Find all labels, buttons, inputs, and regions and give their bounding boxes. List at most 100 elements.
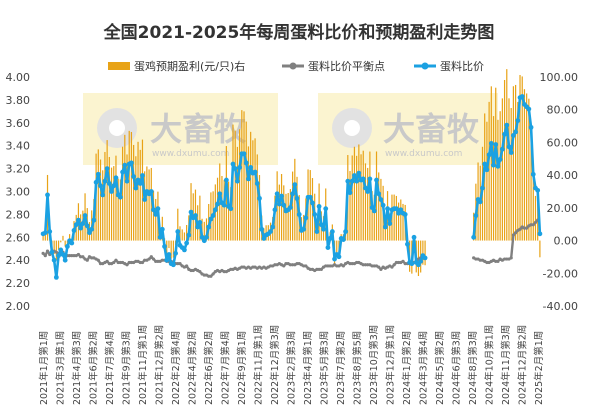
breakeven-point bbox=[372, 264, 376, 268]
ratio-point bbox=[486, 152, 492, 158]
ratio-point bbox=[162, 244, 167, 249]
ratio-point bbox=[98, 183, 103, 189]
legend-label-ratio: 蛋料比价 bbox=[440, 59, 484, 73]
x-tick-label: 2025年2月第1周 bbox=[533, 331, 545, 405]
breakeven-point bbox=[176, 262, 180, 266]
ratio-point bbox=[327, 236, 333, 241]
profit-bar bbox=[177, 208, 179, 241]
ratio-point bbox=[506, 144, 512, 150]
ratio-point bbox=[237, 165, 243, 170]
ratio-point bbox=[78, 225, 84, 231]
ratio-point bbox=[360, 176, 366, 182]
breakeven-point bbox=[154, 259, 158, 263]
profit-bar bbox=[221, 176, 223, 241]
ratio-point bbox=[122, 162, 128, 168]
ratio-point bbox=[232, 166, 238, 172]
profit-bar bbox=[497, 119, 499, 241]
profit-bar bbox=[124, 134, 126, 241]
breakeven-point bbox=[229, 267, 233, 271]
ratio-point bbox=[347, 190, 353, 196]
profit-bar bbox=[62, 235, 64, 241]
ratio-point bbox=[113, 175, 119, 181]
profit-bar bbox=[526, 93, 528, 241]
breakeven-point bbox=[291, 263, 295, 267]
ratio-point bbox=[422, 255, 428, 261]
ratio-point bbox=[135, 177, 141, 183]
ratio-point bbox=[471, 234, 477, 240]
watermark-left: 大畜牧 www.dxumu.com bbox=[83, 93, 278, 165]
breakeven-point bbox=[90, 256, 94, 260]
breakeven-point bbox=[107, 262, 111, 266]
ratio-point bbox=[193, 213, 198, 218]
ratio-point bbox=[274, 191, 280, 197]
left-tick-label: 3.00 bbox=[6, 186, 31, 199]
ratio-point bbox=[312, 212, 318, 217]
breakeven-point bbox=[401, 259, 405, 263]
ratio-point bbox=[62, 257, 68, 263]
breakeven-point bbox=[112, 260, 116, 265]
breakeven-point bbox=[377, 265, 381, 269]
ratio-point bbox=[402, 212, 408, 217]
profit-bar bbox=[499, 111, 501, 241]
breakeven-point bbox=[288, 263, 292, 267]
x-tick-label: 2024年11月第3周 bbox=[500, 325, 512, 405]
ratio-point bbox=[188, 209, 194, 215]
breakeven-point bbox=[72, 254, 76, 258]
ratio-point bbox=[367, 176, 373, 182]
breakeven-point bbox=[251, 265, 255, 269]
ratio-point bbox=[493, 142, 499, 147]
ratio-point bbox=[354, 178, 360, 184]
breakeven-point bbox=[41, 251, 45, 255]
profit-bar bbox=[234, 130, 236, 241]
profit-bar bbox=[506, 69, 508, 241]
ratio-point bbox=[106, 181, 112, 186]
breakeven-point bbox=[341, 264, 345, 268]
x-tick-label: 2021年4月第3周 bbox=[71, 331, 83, 405]
ratio-point bbox=[151, 207, 156, 213]
ratio-point bbox=[49, 249, 55, 255]
profit-bar bbox=[495, 87, 497, 241]
profit-bar bbox=[336, 240, 338, 257]
profit-bar bbox=[490, 86, 492, 241]
breakeven-point bbox=[149, 255, 153, 259]
ratio-point bbox=[201, 238, 207, 244]
profit-bar bbox=[241, 110, 243, 241]
profit-bar bbox=[181, 229, 183, 241]
ratio-point bbox=[502, 131, 507, 137]
ratio-point bbox=[56, 253, 61, 259]
right-tick-label: 40.00 bbox=[547, 169, 579, 182]
profit-bar bbox=[291, 171, 294, 241]
ratio-point bbox=[204, 234, 209, 240]
profit-bar bbox=[517, 101, 519, 241]
breakeven-point bbox=[202, 273, 206, 277]
watermark-right-url: www.dxumu.com bbox=[385, 149, 462, 159]
left-tick-label: 3.40 bbox=[6, 140, 31, 153]
ratio-point bbox=[294, 195, 300, 201]
ratio-point bbox=[254, 181, 260, 186]
profit-bar bbox=[532, 177, 534, 241]
profit-bar bbox=[285, 193, 287, 241]
breakeven-point bbox=[222, 270, 226, 274]
watermark-right-brand: 大畜牧 bbox=[383, 110, 480, 148]
x-tick-label: 2021年11月第1周 bbox=[137, 325, 149, 405]
profit-bar bbox=[133, 144, 135, 241]
profit-bar bbox=[203, 221, 205, 241]
x-tick-label: 2023年8月第5周 bbox=[352, 331, 364, 405]
ratio-point bbox=[310, 200, 315, 206]
breakeven-point bbox=[379, 267, 383, 271]
profit-bar bbox=[397, 202, 400, 241]
x-tick-label: 2022年4月第2周 bbox=[187, 331, 199, 405]
ratio-point bbox=[332, 256, 337, 262]
profit-bar bbox=[146, 166, 148, 241]
x-tick-label: 2024年3月第4周 bbox=[418, 331, 430, 405]
ratio-point bbox=[477, 199, 483, 205]
profit-bar bbox=[424, 240, 426, 266]
profit-bar bbox=[528, 98, 530, 241]
right-tick-label: 80.00 bbox=[547, 104, 579, 117]
breakeven-point bbox=[273, 263, 277, 267]
profit-bar bbox=[521, 76, 523, 241]
ratio-point bbox=[511, 132, 516, 138]
breakeven-point bbox=[127, 260, 131, 265]
right-tick-label: 60.00 bbox=[547, 136, 579, 149]
profit-bar bbox=[358, 144, 360, 241]
